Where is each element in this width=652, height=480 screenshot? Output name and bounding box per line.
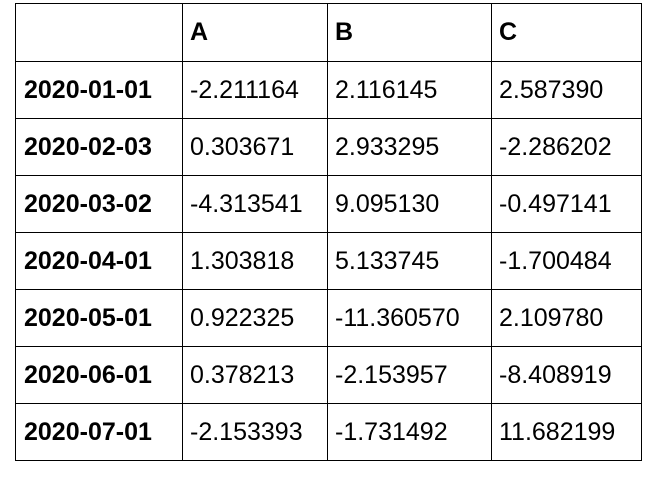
column-header: B <box>327 3 492 62</box>
table-cell: 2.116145 <box>327 61 492 119</box>
table-cell: 5.133745 <box>327 232 492 290</box>
table-cell: -11.360570 <box>327 289 492 347</box>
table-cell: 0.922325 <box>182 289 328 347</box>
row-index: 2020-04-01 <box>15 232 183 290</box>
table-cell: 11.682199 <box>491 403 642 461</box>
table-cell: -2.153393 <box>182 403 328 461</box>
table-row: 2020-06-01 0.378213 -2.153957 -8.408919 <box>15 346 642 404</box>
column-header: A <box>182 3 328 62</box>
table-cell: -2.153957 <box>327 346 492 404</box>
table-cell: 2.109780 <box>491 289 642 347</box>
corner-cell <box>15 3 183 62</box>
table-body: 2020-01-01 -2.211164 2.116145 2.587390 2020-… <box>15 61 642 461</box>
table-cell: 1.303818 <box>182 232 328 290</box>
row-index: 2020-05-01 <box>15 289 183 347</box>
row-index: 2020-02-03 <box>15 118 183 176</box>
table-cell: 0.303671 <box>182 118 328 176</box>
table-cell: -1.700484 <box>491 232 642 290</box>
row-index: 2020-01-01 <box>15 61 183 119</box>
table-cell: -8.408919 <box>491 346 642 404</box>
row-index: 2020-03-02 <box>15 175 183 233</box>
table-row: 2020-02-03 0.303671 2.933295 -2.286202 <box>15 118 642 176</box>
column-header: C <box>491 3 642 62</box>
row-index: 2020-06-01 <box>15 346 183 404</box>
table-cell: -0.497141 <box>491 175 642 233</box>
table-cell: -4.313541 <box>182 175 328 233</box>
table-row: 2020-04-01 1.303818 5.133745 -1.700484 <box>15 232 642 290</box>
row-index: 2020-07-01 <box>15 403 183 461</box>
table-cell: 2.933295 <box>327 118 492 176</box>
table-row: 2020-01-01 -2.211164 2.116145 2.587390 <box>15 61 642 119</box>
table-row: 2020-03-02 -4.313541 9.095130 -0.497141 <box>15 175 642 233</box>
table-cell: 2.587390 <box>491 61 642 119</box>
table-row: 2020-05-01 0.922325 -11.360570 2.109780 <box>15 289 642 347</box>
table-cell: 9.095130 <box>327 175 492 233</box>
table-cell: 0.378213 <box>182 346 328 404</box>
table-cell: -2.286202 <box>491 118 642 176</box>
table-cell: -1.731492 <box>327 403 492 461</box>
table-row: 2020-07-01 -2.153393 -1.731492 11.682199 <box>15 403 642 461</box>
table-cell: -2.211164 <box>182 61 328 119</box>
